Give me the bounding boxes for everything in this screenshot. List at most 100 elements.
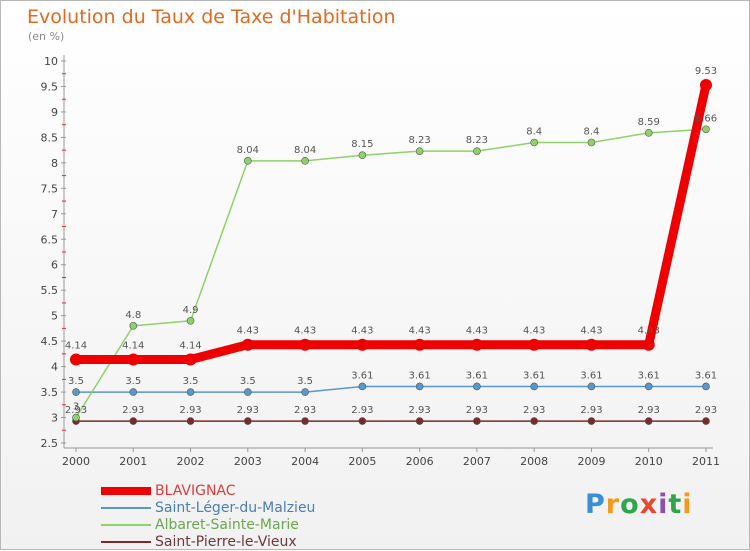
data-label: 8.59	[638, 117, 660, 128]
data-point	[356, 338, 369, 351]
legend-label: Saint-Pierre-le-Vieux	[155, 534, 297, 550]
data-label: 4.43	[580, 326, 602, 337]
data-label: 3.61	[638, 370, 660, 381]
series-layer	[70, 78, 712, 425]
y-tick-label: 6	[51, 259, 58, 272]
logo-letter: x	[639, 489, 659, 520]
y-tick-label: 4	[51, 361, 58, 374]
data-point	[358, 151, 367, 160]
data-label: 2.93	[122, 405, 144, 416]
data-point	[299, 338, 312, 351]
data-point	[700, 78, 712, 91]
data-point	[587, 417, 596, 425]
y-tick-label: 10	[44, 55, 58, 68]
data-point	[129, 388, 138, 396]
data-point	[415, 417, 424, 425]
data-label: 3.61	[409, 370, 431, 381]
data-labels: 2.93 2.93 2.93 2.93 2.93 2.93 2.93 2.93 2.93 2.93…	[65, 66, 717, 416]
y-tick-label: 3	[51, 412, 58, 425]
data-label: 4.14	[122, 340, 144, 351]
x-tick-label: 2004	[291, 455, 319, 468]
data-point	[186, 417, 195, 425]
data-label: 8.66	[695, 113, 717, 124]
data-label: 2.93	[294, 405, 316, 416]
x-tick-label: 2007	[463, 455, 491, 468]
logo-letter: P	[585, 489, 606, 520]
logo-letter: t	[668, 489, 683, 520]
legend-item: Albaret-Sainte-Marie	[101, 517, 315, 534]
data-point	[473, 147, 481, 155]
data-point	[244, 417, 252, 425]
data-label: 4.14	[179, 340, 201, 351]
data-label: 3.5	[68, 376, 84, 387]
data-point	[129, 322, 138, 330]
chart-subtitle: (en %)	[28, 30, 65, 43]
legend-label: Albaret-Sainte-Marie	[155, 517, 299, 533]
x-tick-label: 2000	[62, 455, 90, 468]
proxiti-logo: Proxiti	[585, 489, 693, 520]
data-point	[473, 382, 481, 391]
data-label: 4.43	[638, 326, 660, 337]
data-label: 2.93	[523, 405, 545, 416]
data-point	[644, 417, 653, 425]
y-tick-label: 2.5	[41, 437, 59, 450]
data-point	[530, 382, 538, 391]
data-label: 3.61	[695, 370, 717, 381]
data-label: 4.43	[523, 326, 545, 337]
data-label: 2.93	[351, 405, 373, 416]
y-tick-label: 5	[51, 310, 58, 323]
data-point	[358, 417, 367, 425]
data-label: 8.04	[237, 145, 259, 156]
y-tick-label: 3.5	[41, 386, 59, 399]
data-label: 3.61	[580, 370, 602, 381]
data-point	[70, 353, 82, 366]
legend-swatch	[101, 524, 151, 526]
data-point	[473, 417, 481, 425]
data-label: 2.93	[179, 405, 201, 416]
data-point	[415, 147, 424, 155]
series-line-saint-l-ger-du-malzieu	[76, 385, 706, 393]
y-tick-label: 8.5	[41, 131, 59, 144]
data-label: 8.23	[466, 135, 488, 146]
data-label: 2.93	[409, 405, 431, 416]
data-point	[642, 338, 655, 351]
data-label: 4.14	[65, 340, 87, 351]
data-point	[415, 382, 424, 391]
x-tick-label: 2005	[348, 455, 376, 468]
data-label: 8.4	[526, 126, 542, 137]
data-point	[587, 382, 596, 391]
legend: BLAVIGNAC Saint-Léger-du-Malzieu Albaret-S…	[101, 483, 315, 551]
x-tick-label: 2011	[692, 455, 720, 468]
data-label: 3.5	[183, 376, 199, 387]
legend-swatch	[101, 507, 151, 509]
data-point	[241, 338, 254, 351]
data-label: 4.43	[466, 326, 488, 337]
data-point	[644, 129, 653, 137]
data-point	[244, 157, 252, 165]
data-label: 4.43	[237, 326, 259, 337]
data-point	[528, 338, 541, 351]
data-point	[644, 382, 653, 391]
y-tick-label: 9	[51, 106, 58, 119]
data-label: 2.93	[65, 405, 87, 416]
data-point	[358, 382, 367, 391]
x-tick-label: 2003	[234, 455, 262, 468]
data-point	[129, 417, 138, 425]
data-point	[127, 353, 140, 366]
x-tick-label: 2006	[406, 455, 434, 468]
data-label: 8.4	[584, 126, 600, 137]
data-point	[413, 338, 426, 351]
data-point	[301, 157, 309, 165]
legend-swatch	[101, 487, 151, 495]
x-tick-label: 2001	[119, 455, 147, 468]
data-label: 8.04	[294, 145, 316, 156]
data-label: 3.61	[466, 370, 488, 381]
data-label: 4.8	[125, 310, 141, 321]
data-point	[301, 417, 309, 425]
data-label: 8.15	[351, 139, 373, 150]
data-point	[530, 417, 538, 425]
data-label: 4.43	[294, 326, 316, 337]
logo-letter: o	[620, 489, 640, 520]
